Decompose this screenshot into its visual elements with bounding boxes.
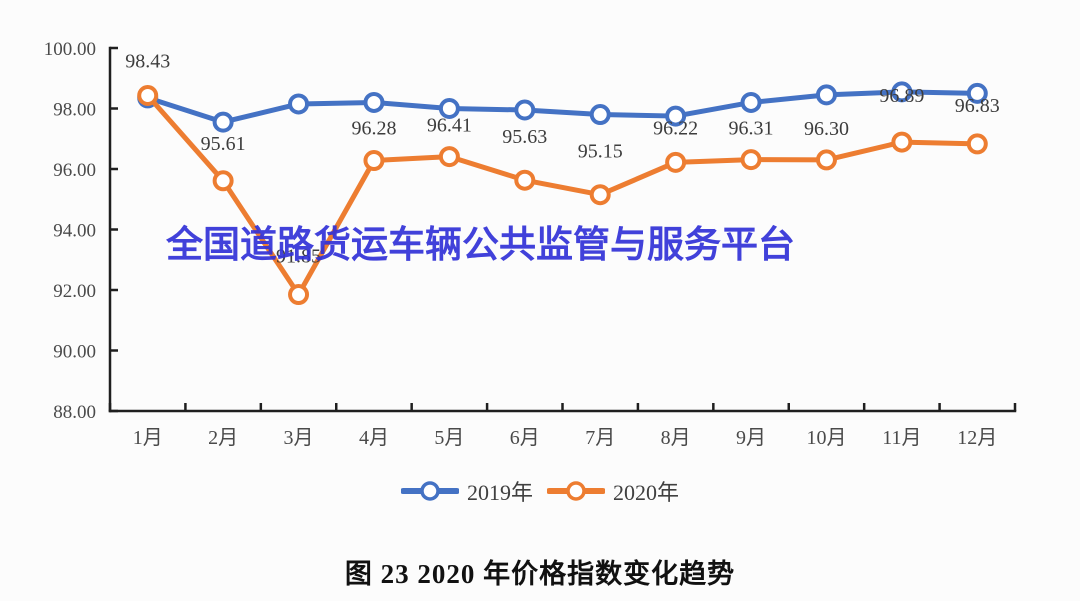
y-axis-ticks: 88.00 90.00 92.00 94.00 96.00 98.00 100.00 [44,39,118,423]
legend-label: 2019年 [466,480,533,505]
series-2020年 [137,84,988,306]
data-label: 96.89 [879,85,924,107]
data-point-marker [665,105,687,127]
data-point-marker [966,82,988,104]
data-label: 95.61 [201,133,246,155]
data-point-marker [665,151,687,173]
data-point-marker [438,98,460,119]
y-tick-label: 100.00 [44,39,96,60]
data-point-marker [740,91,762,113]
x-tick-label: 6月 [510,427,540,449]
x-tick-label: 7月 [585,427,615,449]
data-point-marker [815,84,837,106]
x-tick-label: 10月 [806,427,846,449]
data-label: 96.22 [653,117,698,139]
data-point-marker [966,133,988,155]
data-label: 96.28 [351,118,396,140]
y-tick-label: 90.00 [53,342,96,363]
data-point-marker [891,131,913,153]
data-label: 96.41 [427,115,472,137]
series-2019年 [137,81,988,133]
data-label: 96.31 [729,118,774,140]
figure-caption: 图 23 2020 年价格指数变化趋势 [344,559,736,589]
y-tick-label: 92.00 [53,281,96,302]
y-tick-label: 98.00 [53,100,96,121]
legend-item-2020: 2020年 [547,475,679,507]
data-point-marker [363,150,385,172]
legend-marker-icon [547,481,605,501]
x-tick-label: 12月 [957,427,997,449]
data-label: 95.63 [502,126,547,148]
data-point-marker [212,170,234,192]
data-point-marker [363,91,385,113]
x-tick-label: 2月 [208,427,238,449]
x-tick-label: 1月 [133,427,163,449]
legend-item-2019: 2019年 [400,475,533,507]
x-tick-label: 9月 [736,427,766,449]
data-point-marker [212,111,234,133]
data-point-marker [514,169,536,191]
data-point-marker [891,81,913,103]
data-label: 96.83 [955,95,1000,117]
x-tick-label: 5月 [434,427,464,449]
x-axis-ticks: 1月 2月 3月 4月 5月 6月 7月 8月 9月 10月 11月 12月 [108,403,1017,449]
data-label: 98.43 [125,50,170,72]
y-tick-label: 88.00 [53,402,96,423]
data-labels-2020年: 98.43 95.61 91.85 96.28 96.41 95.63 95.15 96.22… [125,50,1000,267]
data-point-marker [288,284,310,306]
data-point-marker [740,149,762,171]
data-point-marker [589,104,611,126]
data-point-marker [514,99,536,121]
data-point-marker [137,84,159,106]
data-label: 91.85 [276,246,321,268]
y-tick-label: 96.00 [53,160,96,181]
data-point-marker [589,184,611,206]
data-point-marker [438,146,460,168]
data-label: 95.15 [578,141,623,163]
x-tick-label: 4月 [359,427,389,449]
x-tick-label: 8月 [661,427,691,449]
x-tick-label: 11月 [882,427,921,449]
data-label: 96.30 [804,118,849,140]
chart-legend: 2019年 2020年 [0,475,1080,507]
y-tick-label: 94.00 [53,221,96,242]
data-point-marker [815,149,837,171]
legend-marker-icon [400,481,459,501]
legend-label: 2020年 [613,480,680,505]
x-tick-label: 3月 [284,427,314,449]
price-index-line-chart: 88.00 90.00 92.00 94.00 96.00 98.00 100.00 1月 2月… [44,39,1017,449]
data-point-marker [288,93,310,115]
